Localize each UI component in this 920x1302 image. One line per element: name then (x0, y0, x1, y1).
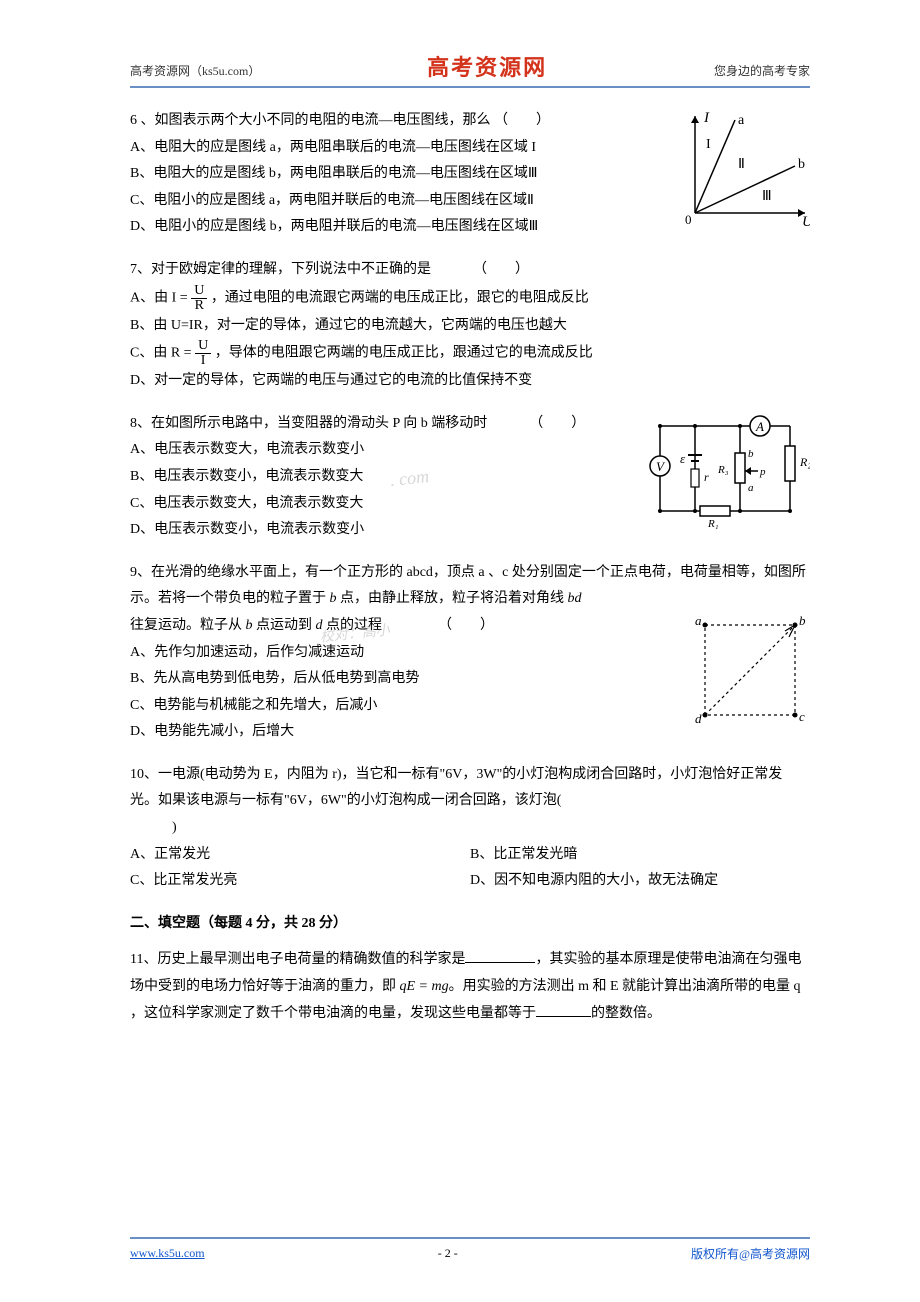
header-left: 高考资源网（ks5u.com） (130, 62, 260, 79)
svg-text:R₃: R₃ (717, 464, 729, 476)
svg-text:a: a (695, 613, 702, 628)
q10-stem: 10、一电源(电动势为 E，内阻为 r)，当它和一标有"6V，3W"的小灯泡构成… (130, 767, 782, 809)
q10-paren-close: ) (172, 820, 177, 835)
svg-text:I: I (706, 137, 711, 152)
svg-text:b: b (799, 613, 806, 628)
svg-text:b: b (798, 157, 805, 172)
q7-opt-c: C、由 R = UI ，导体的电阻跟它两端的电压成正比，跟通过它的电流成反比 (130, 339, 810, 368)
q7-frac-a: UR (191, 284, 207, 313)
question-11: 11、历史上最早测出电子电荷量的精确数值的科学家是，其实验的基本原理是使带电油滴… (130, 947, 810, 1027)
svg-text:I: I (703, 110, 710, 126)
q7-paren: （ ） (473, 257, 529, 284)
svg-text:U: U (802, 214, 810, 228)
svg-text:p: p (759, 466, 766, 478)
page-header: 高考资源网（ks5u.com） 高考资源网 您身边的高考专家 (130, 50, 810, 88)
q9-figure: a b c d (690, 613, 810, 728)
svg-text:R₂: R₂ (799, 455, 810, 469)
q9-opt-b: B、先从高电势到低电势，后从低电势到高电势 (130, 666, 684, 693)
question-10: 10、一电源(电动势为 E，内阻为 r)，当它和一标有"6V，3W"的小灯泡构成… (130, 762, 810, 895)
section-2-title: 二、填空题（每题 4 分，共 28 分） (130, 911, 810, 938)
q9-opt-a: A、先作匀加速运动，后作匀减速运动 (130, 640, 684, 667)
footer-page-number: - 2 - (438, 1246, 458, 1261)
q8-figure: A R₂ V ε (640, 411, 810, 531)
q8-opt-b: B、电压表示数变小，电流表示数变大 (130, 464, 634, 491)
svg-text:0: 0 (685, 212, 692, 227)
q10-opt-c: C、比正常发光亮 (130, 868, 470, 895)
q9-opt-d: D、电势能先减小，后增大 (130, 719, 684, 746)
page: 高考资源网（ks5u.com） 高考资源网 您身边的高考专家 6 、如图表示两个… (0, 0, 920, 1302)
q6-opt-d: D、电阻小的应是图线 b，两电阻并联后的电流—电压图线在区域Ⅲ (130, 214, 674, 241)
svg-text:r: r (704, 470, 709, 484)
q11-blank-2 (536, 1003, 591, 1017)
q8-opt-c: C、电压表示数变大，电流表示数变大 (130, 491, 634, 518)
svg-text:d: d (695, 711, 702, 726)
q8-opt-a: A、电压表示数变大，电流表示数变小 (130, 437, 634, 464)
q8-stem: 8、在如图所示电路中，当变阻器的滑动头 P 向 b 端移动时 (130, 416, 487, 431)
header-right: 您身边的高考专家 (714, 62, 810, 79)
q8-opt-d: D、电压表示数变小，电流表示数变小 (130, 517, 634, 544)
header-logo-text: 高考资源网 (427, 50, 547, 82)
question-8: 8、在如图所示电路中，当变阻器的滑动头 P 向 b 端移动时 （ ） A、电压表… (130, 411, 810, 544)
q7-opt-d: D、对一定的导体，它两端的电压与通过它的电流的比值保持不变 (130, 368, 810, 395)
q6-opt-c: C、电阻小的应是图线 a，两电阻并联后的电流—电压图线在区域Ⅱ (130, 188, 674, 215)
q11-blank-1 (465, 949, 535, 963)
svg-text:R₁: R₁ (707, 518, 719, 530)
q6-paren: （ ） (494, 108, 550, 135)
page-footer: www.ks5u.com - 2 - 版权所有@高考资源网 (130, 1239, 810, 1262)
q9-opt-c: C、电势能与机械能之和先增大，后减小 (130, 693, 684, 720)
question-7: 7、对于欧姆定律的理解，下列说法中不正确的是 （ ） A、由 I = UR ，通… (130, 257, 810, 395)
q7-opt-a: A、由 I = UR ，通过电阻的电流跟它两端的电压成正比，跟它的电阻成反比 (130, 284, 810, 313)
q10-opt-b: B、比正常发光暗 (470, 842, 810, 869)
footer-url[interactable]: www.ks5u.com (130, 1246, 205, 1261)
content: 6 、如图表示两个大小不同的电阻的电流—电压图线，那么 （ ） A、电阻大的应是… (130, 108, 810, 1027)
q10-opt-d: D、因不知电源内阻的大小，故无法确定 (470, 868, 810, 895)
q7-opt-b: B、由 U=IR，对一定的导体，通过它的电流越大，它两端的电压也越大 (130, 313, 810, 340)
q6-opt-b: B、电阻大的应是图线 b，两电阻串联后的电流—电压图线在区域Ⅲ (130, 161, 674, 188)
q9-stem: 9、在光滑的绝缘水平面上，有一个正方形的 abcd，顶点 a 、c 处分别固定一… (130, 560, 810, 613)
svg-text:Ⅱ: Ⅱ (738, 157, 745, 172)
q9-paren: （ ） (438, 613, 494, 640)
question-6: 6 、如图表示两个大小不同的电阻的电流—电压图线，那么 （ ） A、电阻大的应是… (130, 108, 810, 241)
question-9: 9、在光滑的绝缘水平面上，有一个正方形的 abcd，顶点 a 、c 处分别固定一… (130, 560, 810, 746)
footer-copyright: 版权所有@高考资源网 (691, 1245, 810, 1262)
svg-text:b: b (748, 448, 754, 460)
q6-opt-a: A、电阻大的应是图线 a，两电阻串联后的电流—电压图线在区域 I (130, 135, 674, 162)
svg-text:A: A (755, 419, 764, 434)
svg-text:a: a (738, 113, 745, 128)
svg-text:c: c (799, 709, 805, 724)
q8-paren: （ ） (529, 411, 585, 438)
q6-figure: I U a b I Ⅱ Ⅲ 0 (680, 108, 810, 228)
svg-text:a: a (748, 482, 754, 494)
q6-stem: 6 、如图表示两个大小不同的电阻的电流—电压图线，那么 (130, 113, 491, 128)
svg-text:ε: ε (680, 451, 686, 466)
svg-text:Ⅲ: Ⅲ (762, 189, 772, 204)
q10-opt-a: A、正常发光 (130, 842, 470, 869)
q7-stem: 7、对于欧姆定律的理解，下列说法中不正确的是 (130, 262, 431, 277)
q7-frac-c: UI (195, 339, 211, 368)
